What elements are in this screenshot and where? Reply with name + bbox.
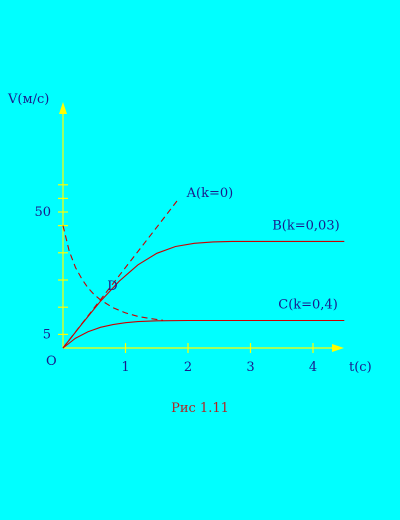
series-line-b — [62, 240, 345, 349]
x-tick-label-2: 2 — [184, 360, 192, 375]
ticks — [58, 184, 314, 353]
series-label-c: C(k=0,4) — [278, 298, 338, 313]
series-line-d-asymptote — [62, 225, 164, 321]
x-axis-label: t(c) — [349, 360, 372, 375]
y-tick-label-5: 5 — [43, 327, 51, 342]
axes — [59, 102, 344, 352]
series-label-a: A(k=0) — [186, 186, 234, 201]
series-label-b: B(k=0,03) — [272, 218, 339, 233]
x-tick-label-4: 4 — [309, 360, 317, 375]
y-axis-label: V(м/с) — [7, 92, 49, 107]
point-label-d: D — [107, 279, 117, 294]
x-tick-label-3: 3 — [246, 360, 254, 375]
caption: Рис 1.11 — [171, 401, 229, 416]
curves — [62, 198, 345, 349]
y-tick-label-50: 50 — [34, 205, 51, 220]
series-line-c — [62, 319, 345, 349]
y-axis-arrow — [59, 102, 67, 114]
origin-label: O — [46, 354, 57, 369]
x-tick-label-1: 1 — [121, 360, 129, 375]
labels: V(м/с) t(c) O Рис 1.11 1 2 3 4 5 50 A(k=0) B(k=… — [7, 92, 372, 416]
x-axis-arrow — [332, 344, 344, 352]
